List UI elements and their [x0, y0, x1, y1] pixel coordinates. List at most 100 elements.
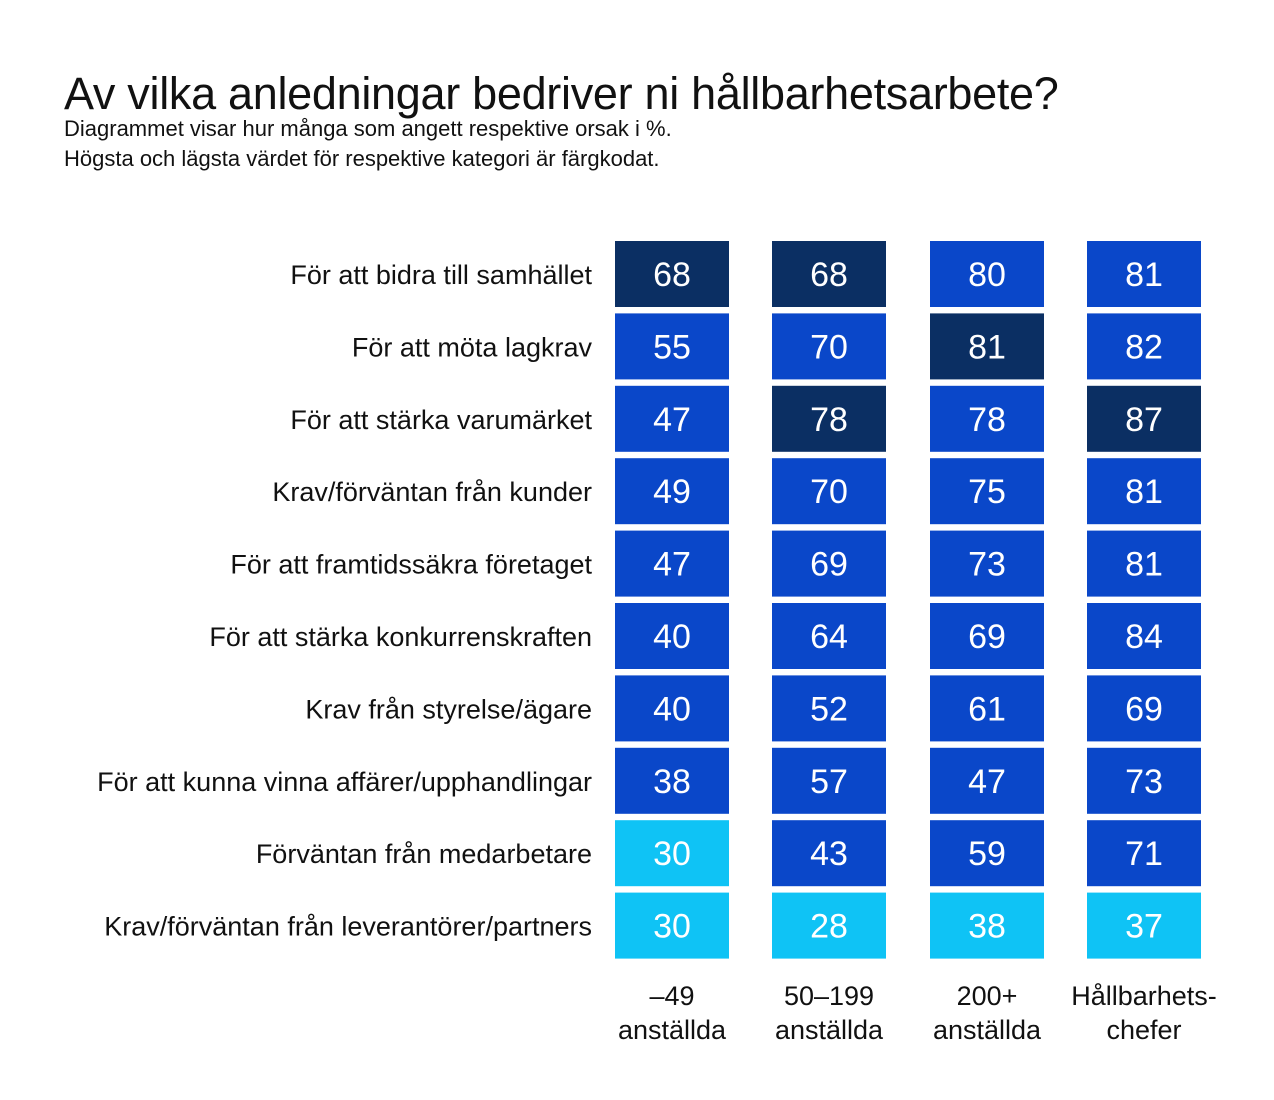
cell-value-label: 30 — [653, 908, 691, 946]
cell-value-label: 59 — [968, 835, 1006, 873]
column-label: chefer — [1106, 1015, 1181, 1045]
row-label: Krav från styrelse/ägare — [305, 694, 592, 724]
chart-title: Av vilka anledningar bedriver ni hållbar… — [64, 68, 1059, 120]
heatmap-cell — [930, 530, 1044, 597]
heatmap-cell — [1087, 313, 1201, 380]
heatmap-cell — [615, 530, 729, 597]
cell-value-label: 61 — [968, 690, 1006, 728]
heatmap-cell — [615, 458, 729, 525]
cell-value-label: 69 — [810, 546, 848, 584]
cell-value-label: 47 — [653, 546, 691, 584]
cell-value-label: 38 — [653, 763, 691, 801]
cell-value-label: 68 — [653, 256, 691, 294]
cell-value-label: 81 — [1125, 546, 1163, 584]
cell-value-label: 40 — [653, 618, 691, 656]
heatmap-cell — [615, 241, 729, 307]
cell-value-label: 84 — [1125, 618, 1163, 656]
heatmap-cell — [615, 747, 729, 814]
cell-value-label: 81 — [968, 328, 1006, 366]
row-label: För att framtidssäkra företaget — [230, 550, 592, 580]
column-label: anställda — [775, 1015, 884, 1045]
heatmap-cell — [1087, 603, 1201, 669]
column-label: 200+ — [957, 981, 1018, 1011]
row-label: För att stärka varumärket — [290, 405, 592, 435]
row-label: Krav/förväntan från leverantörer/partner… — [104, 912, 592, 942]
cell-value-label: 78 — [968, 401, 1006, 439]
cell-value-label: 75 — [968, 473, 1006, 511]
heatmap-cell — [1087, 458, 1201, 525]
cell-value-label: 52 — [810, 690, 848, 728]
heatmap-cell — [1087, 892, 1201, 959]
subtitle-line: Högsta och lägsta värdet för respektive … — [64, 146, 660, 171]
row-label: Krav/förväntan från kunder — [272, 477, 592, 507]
heatmap-cell — [615, 675, 729, 742]
row-label: För att bidra till samhället — [290, 260, 592, 290]
heatmap-cell — [772, 458, 886, 525]
cell-value-label: 47 — [653, 401, 691, 439]
cell-value-label: 87 — [1125, 401, 1163, 439]
heatmap-cell — [930, 313, 1044, 380]
heatmap-cell — [615, 385, 729, 452]
heatmap-cell — [772, 241, 886, 307]
row-label: För att möta lagkrav — [352, 332, 593, 362]
cell-value-label: 38 — [968, 908, 1006, 946]
cell-value-label: 43 — [810, 835, 848, 873]
cell-value-label: 57 — [810, 763, 848, 801]
heatmap-cell — [930, 820, 1044, 887]
column-label: –49 — [649, 981, 694, 1011]
heatmap-cell — [930, 892, 1044, 959]
heatmap-cell — [772, 675, 886, 742]
cell-value-label: 78 — [810, 401, 848, 439]
heatmap-cell — [1087, 820, 1201, 887]
heatmap-cell — [1087, 675, 1201, 742]
cell-value-label: 69 — [968, 618, 1006, 656]
heatmap-cell — [615, 820, 729, 887]
cell-value-label: 68 — [810, 256, 848, 294]
heatmap-cell — [1087, 241, 1201, 307]
heatmap-cell — [772, 747, 886, 814]
cell-value-label: 55 — [653, 328, 691, 366]
heatmap-cell — [772, 820, 886, 887]
heatmap-cell — [615, 892, 729, 959]
heatmap-cell — [772, 892, 886, 959]
heatmap-cell — [930, 458, 1044, 525]
heatmap-cell — [930, 675, 1044, 742]
heatmap-cell — [615, 603, 729, 669]
column-label: anställda — [933, 1015, 1042, 1045]
cell-value-label: 28 — [810, 908, 848, 946]
cell-value-label: 49 — [653, 473, 691, 511]
column-label: anställda — [618, 1015, 727, 1045]
cell-value-label: 71 — [1125, 835, 1163, 873]
heatmap-cell — [615, 313, 729, 380]
cell-value-label: 30 — [653, 835, 691, 873]
cell-value-label: 37 — [1125, 908, 1163, 946]
cell-value-label: 80 — [968, 256, 1006, 294]
chart-subtitle: Diagrammet visar hur många som angett re… — [64, 114, 672, 174]
cell-value-label: 73 — [1125, 763, 1163, 801]
cell-value-label: 69 — [1125, 690, 1163, 728]
heatmap-cell — [930, 603, 1044, 669]
cell-value-label: 64 — [810, 618, 848, 656]
row-label: För att kunna vinna affärer/upphandlinga… — [97, 767, 592, 797]
row-label: Förväntan från medarbetare — [256, 839, 592, 869]
heatmap-cell — [772, 385, 886, 452]
column-label: Hållbarhets- — [1071, 981, 1217, 1011]
column-label: 50–199 — [784, 981, 874, 1011]
cell-value-label: 81 — [1125, 473, 1163, 511]
subtitle-line: Diagrammet visar hur många som angett re… — [64, 116, 672, 141]
heatmap-cell — [930, 747, 1044, 814]
cell-value-label: 73 — [968, 546, 1006, 584]
row-label: För att stärka konkurrenskraften — [209, 622, 592, 652]
heatmap-cell — [772, 530, 886, 597]
cell-value-label: 82 — [1125, 328, 1163, 366]
heatmap-cell — [1087, 530, 1201, 597]
cell-value-label: 81 — [1125, 256, 1163, 294]
heatmap-cell — [772, 603, 886, 669]
cell-value-label: 40 — [653, 690, 691, 728]
heatmap-cell — [1087, 747, 1201, 814]
heatmap-cell — [930, 385, 1044, 452]
cell-value-label: 47 — [968, 763, 1006, 801]
heatmap-cell — [1087, 385, 1201, 452]
cell-value-label: 70 — [810, 473, 848, 511]
